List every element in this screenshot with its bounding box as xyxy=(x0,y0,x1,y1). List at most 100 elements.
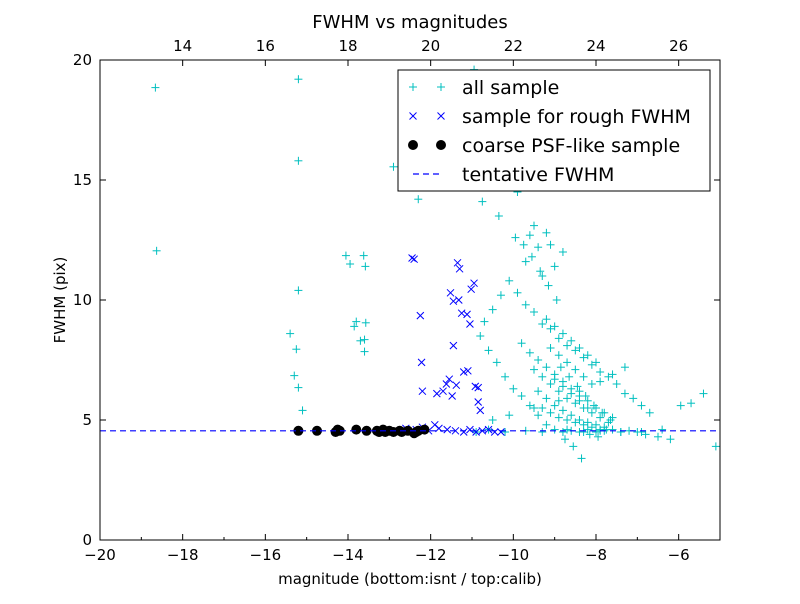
all-sample-point xyxy=(294,156,303,165)
all-sample-point xyxy=(152,246,161,255)
top-x-tick-label: 22 xyxy=(504,37,523,55)
legend-label: sample for rough FWHM xyxy=(462,106,691,128)
all-sample-point xyxy=(556,363,565,372)
axis-ticks: −20 −18 −16 −14 −12 −10 −8 −6 14 16 18 20 22 24 26 0 5 10… xyxy=(73,37,720,564)
all-sample-point xyxy=(637,428,646,436)
all-sample-point xyxy=(641,430,650,439)
all-sample-point xyxy=(534,356,543,364)
all-sample-point xyxy=(501,428,510,436)
all-sample-point xyxy=(550,322,559,331)
legend-entry: tentative FWHM xyxy=(413,164,614,186)
y-tick-label: 20 xyxy=(73,51,92,69)
all-sample-point xyxy=(571,399,580,408)
series-0 xyxy=(151,65,720,463)
all-sample-point xyxy=(573,382,582,391)
x-tick-label: −16 xyxy=(250,546,282,564)
all-sample-point xyxy=(544,281,553,290)
top-x-tick-label: 20 xyxy=(421,37,440,55)
rough-fwhm-point xyxy=(455,264,464,273)
all-sample-point xyxy=(558,406,567,415)
plot-frame xyxy=(99,59,721,541)
plot-area xyxy=(100,65,720,463)
all-sample-point xyxy=(629,394,638,403)
legend-marker-swatch xyxy=(437,112,445,120)
all-sample-point xyxy=(521,300,530,309)
all-sample-point xyxy=(583,351,592,360)
all-sample-point xyxy=(594,432,603,441)
all-sample-point xyxy=(550,425,559,434)
x-tick-label: −6 xyxy=(668,546,690,564)
all-sample-point xyxy=(294,75,303,84)
all-sample-point xyxy=(575,344,584,352)
all-sample-point xyxy=(596,368,605,376)
rough-fwhm-point xyxy=(453,258,462,267)
legend-entry: sample for rough FWHM xyxy=(409,106,691,128)
psf-like-point xyxy=(351,424,362,435)
all-sample-point xyxy=(558,428,567,436)
rough-fwhm-point xyxy=(464,366,472,375)
all-sample-point xyxy=(575,387,584,396)
all-sample-point xyxy=(711,442,720,451)
legend-label: all sample xyxy=(462,77,559,99)
all-sample-point xyxy=(352,317,361,326)
all-sample-point xyxy=(359,251,368,260)
all-sample-point xyxy=(546,240,555,249)
all-sample-point xyxy=(361,262,370,271)
all-sample-point xyxy=(538,320,547,328)
all-sample-point xyxy=(554,387,563,396)
rough-fwhm-point xyxy=(443,425,452,434)
all-sample-point xyxy=(513,288,522,297)
all-sample-point xyxy=(414,195,423,204)
all-sample-point xyxy=(488,416,497,424)
all-sample-point xyxy=(587,423,596,432)
all-sample-point xyxy=(620,389,629,398)
all-sample-point xyxy=(525,348,534,357)
all-sample-point xyxy=(608,370,617,379)
all-sample-point xyxy=(676,401,685,410)
rough-fwhm-point xyxy=(408,254,416,262)
rough-fwhm-point xyxy=(442,380,451,388)
all-sample-point xyxy=(542,420,551,429)
rough-fwhm-point xyxy=(445,375,454,384)
legend-label: tentative FWHM xyxy=(462,164,614,186)
legend-marker-swatch xyxy=(437,83,445,91)
rough-fwhm-point xyxy=(416,311,425,320)
rough-fwhm-point xyxy=(476,406,485,415)
all-sample-point xyxy=(587,408,596,417)
all-sample-point xyxy=(530,221,538,230)
all-sample-point xyxy=(587,360,596,369)
all-sample-point xyxy=(567,411,576,420)
all-sample-point xyxy=(592,358,600,367)
all-sample-point xyxy=(525,401,534,410)
all-sample-point xyxy=(350,322,359,331)
legend-label: coarse PSF-like sample xyxy=(462,135,680,157)
y-tick-label: 15 xyxy=(73,171,92,189)
all-sample-point xyxy=(511,233,520,242)
all-sample-point xyxy=(589,401,598,410)
all-sample-point xyxy=(558,382,567,391)
all-sample-point xyxy=(620,363,629,372)
all-sample-point xyxy=(596,377,605,386)
all-sample-point xyxy=(542,228,551,237)
all-sample-point xyxy=(666,435,675,444)
all-sample-point xyxy=(558,329,567,338)
all-sample-point xyxy=(530,308,538,316)
all-sample-point xyxy=(565,372,574,381)
all-sample-point xyxy=(360,335,369,344)
rough-fwhm-point xyxy=(459,428,468,436)
all-sample-point xyxy=(546,408,555,417)
all-sample-point xyxy=(538,272,547,280)
all-sample-point xyxy=(583,418,592,427)
all-sample-point xyxy=(585,430,594,439)
all-sample-point xyxy=(579,372,588,381)
all-sample-point xyxy=(654,432,662,441)
rough-fwhm-point xyxy=(433,389,441,398)
all-sample-point xyxy=(346,260,355,268)
all-sample-point xyxy=(286,329,295,338)
all-sample-point xyxy=(592,428,600,436)
rough-fwhm-point xyxy=(497,428,505,436)
rough-fwhm-point xyxy=(467,285,476,294)
top-x-tick-label: 14 xyxy=(173,37,192,55)
rough-fwhm-point xyxy=(439,387,447,396)
